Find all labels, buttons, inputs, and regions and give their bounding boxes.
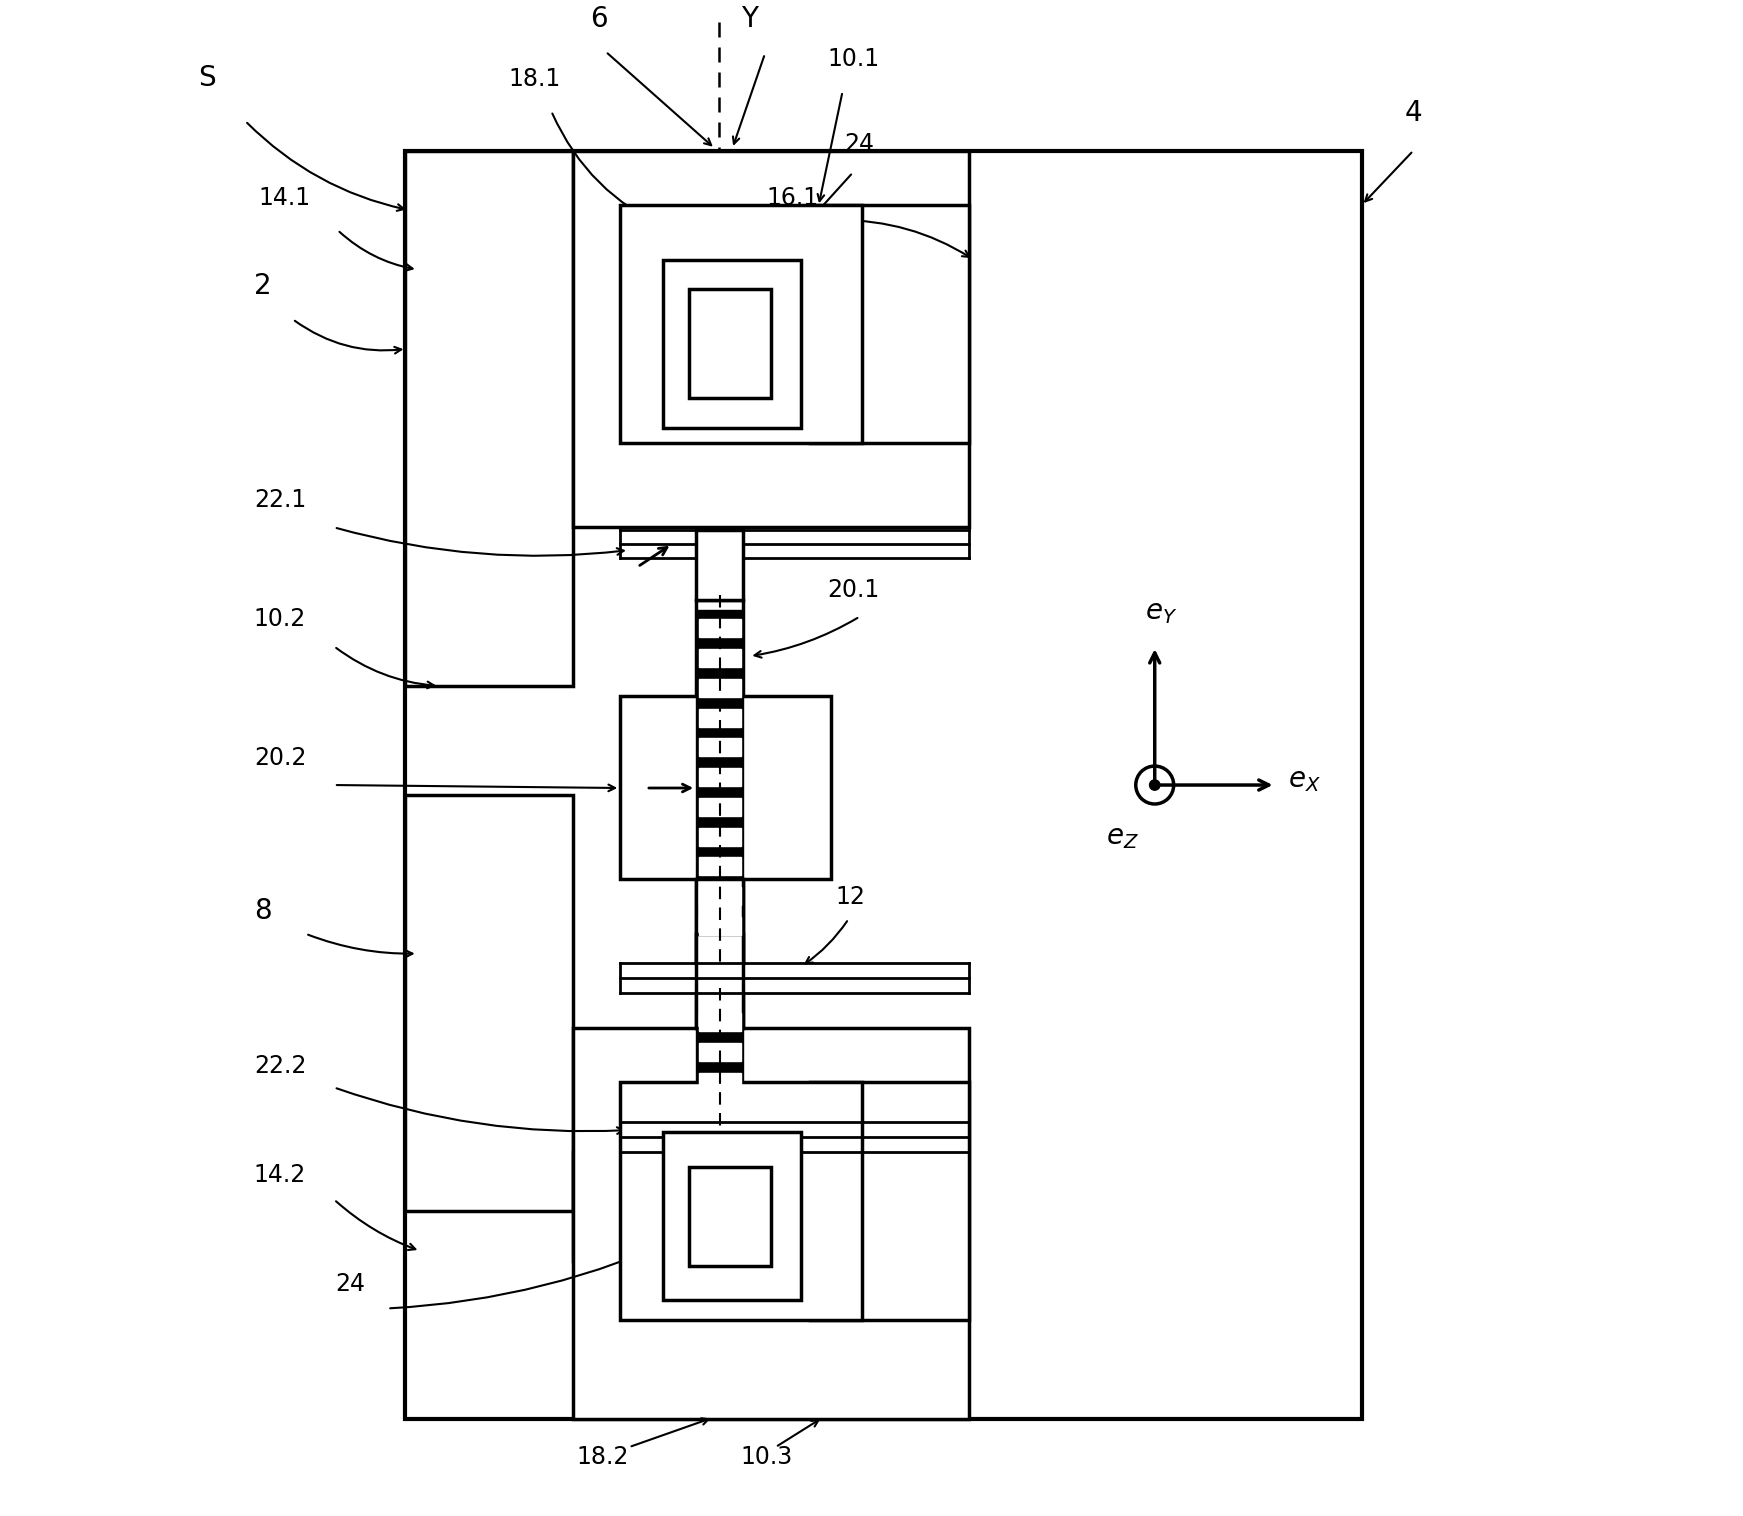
Bar [695, 934, 744, 1028]
Bar [695, 531, 744, 600]
Text: 8: 8 [254, 897, 272, 925]
Bar [664, 259, 802, 428]
Text: $e_X$: $e_X$ [1288, 766, 1321, 794]
Bar [404, 150, 1361, 1419]
Text: 16.1: 16.1 [767, 186, 819, 211]
Polygon shape [699, 887, 741, 905]
Text: 16.2: 16.2 [793, 1158, 845, 1181]
Polygon shape [695, 609, 744, 954]
Polygon shape [699, 858, 741, 875]
Text: 4: 4 [1405, 99, 1422, 127]
Bar [621, 205, 861, 443]
Text: 6: 6 [589, 5, 607, 33]
Text: $e_Z$: $e_Z$ [1105, 823, 1138, 850]
Polygon shape [699, 649, 741, 667]
Polygon shape [699, 828, 741, 846]
Polygon shape [699, 797, 741, 816]
Bar [573, 1028, 969, 1419]
Bar [573, 1152, 741, 1261]
Text: 22.2: 22.2 [254, 1054, 307, 1078]
Polygon shape [699, 1072, 741, 1090]
Text: 18.1: 18.1 [509, 67, 560, 91]
Text: 10.2: 10.2 [254, 608, 307, 632]
Bar [810, 205, 969, 443]
Bar [621, 1082, 861, 1320]
Text: 10.3: 10.3 [741, 1445, 793, 1469]
Bar [688, 290, 770, 399]
Text: S: S [197, 64, 216, 92]
Bar [810, 1082, 969, 1320]
Text: 22.1: 22.1 [254, 488, 307, 512]
Text: $e_Y$: $e_Y$ [1145, 599, 1178, 626]
Text: 12: 12 [835, 885, 866, 910]
Bar [621, 696, 831, 879]
Polygon shape [699, 738, 741, 756]
Polygon shape [695, 1004, 744, 1113]
Polygon shape [699, 620, 741, 637]
Text: 2: 2 [254, 273, 272, 300]
Text: 14.1: 14.1 [258, 186, 310, 211]
Text: 20.1: 20.1 [828, 578, 880, 602]
Text: 10.1: 10.1 [828, 47, 878, 71]
Bar [695, 879, 744, 964]
Text: 20.2: 20.2 [254, 746, 307, 770]
Bar [404, 794, 573, 1211]
Polygon shape [699, 1043, 741, 1061]
Bar [688, 1167, 770, 1266]
Polygon shape [699, 708, 741, 726]
Polygon shape [699, 1013, 741, 1031]
Text: 18.2: 18.2 [577, 1445, 629, 1469]
Bar [695, 600, 744, 964]
Text: 24: 24 [336, 1272, 366, 1296]
Polygon shape [699, 679, 741, 697]
Polygon shape [699, 917, 741, 935]
Text: 24: 24 [844, 132, 875, 156]
Polygon shape [699, 769, 741, 785]
Text: Y: Y [741, 5, 758, 33]
Bar [664, 1132, 802, 1301]
Bar [404, 150, 573, 685]
Bar [573, 150, 969, 528]
Text: 14.2: 14.2 [254, 1163, 307, 1187]
Bar [695, 993, 744, 1122]
Circle shape [1150, 779, 1159, 790]
